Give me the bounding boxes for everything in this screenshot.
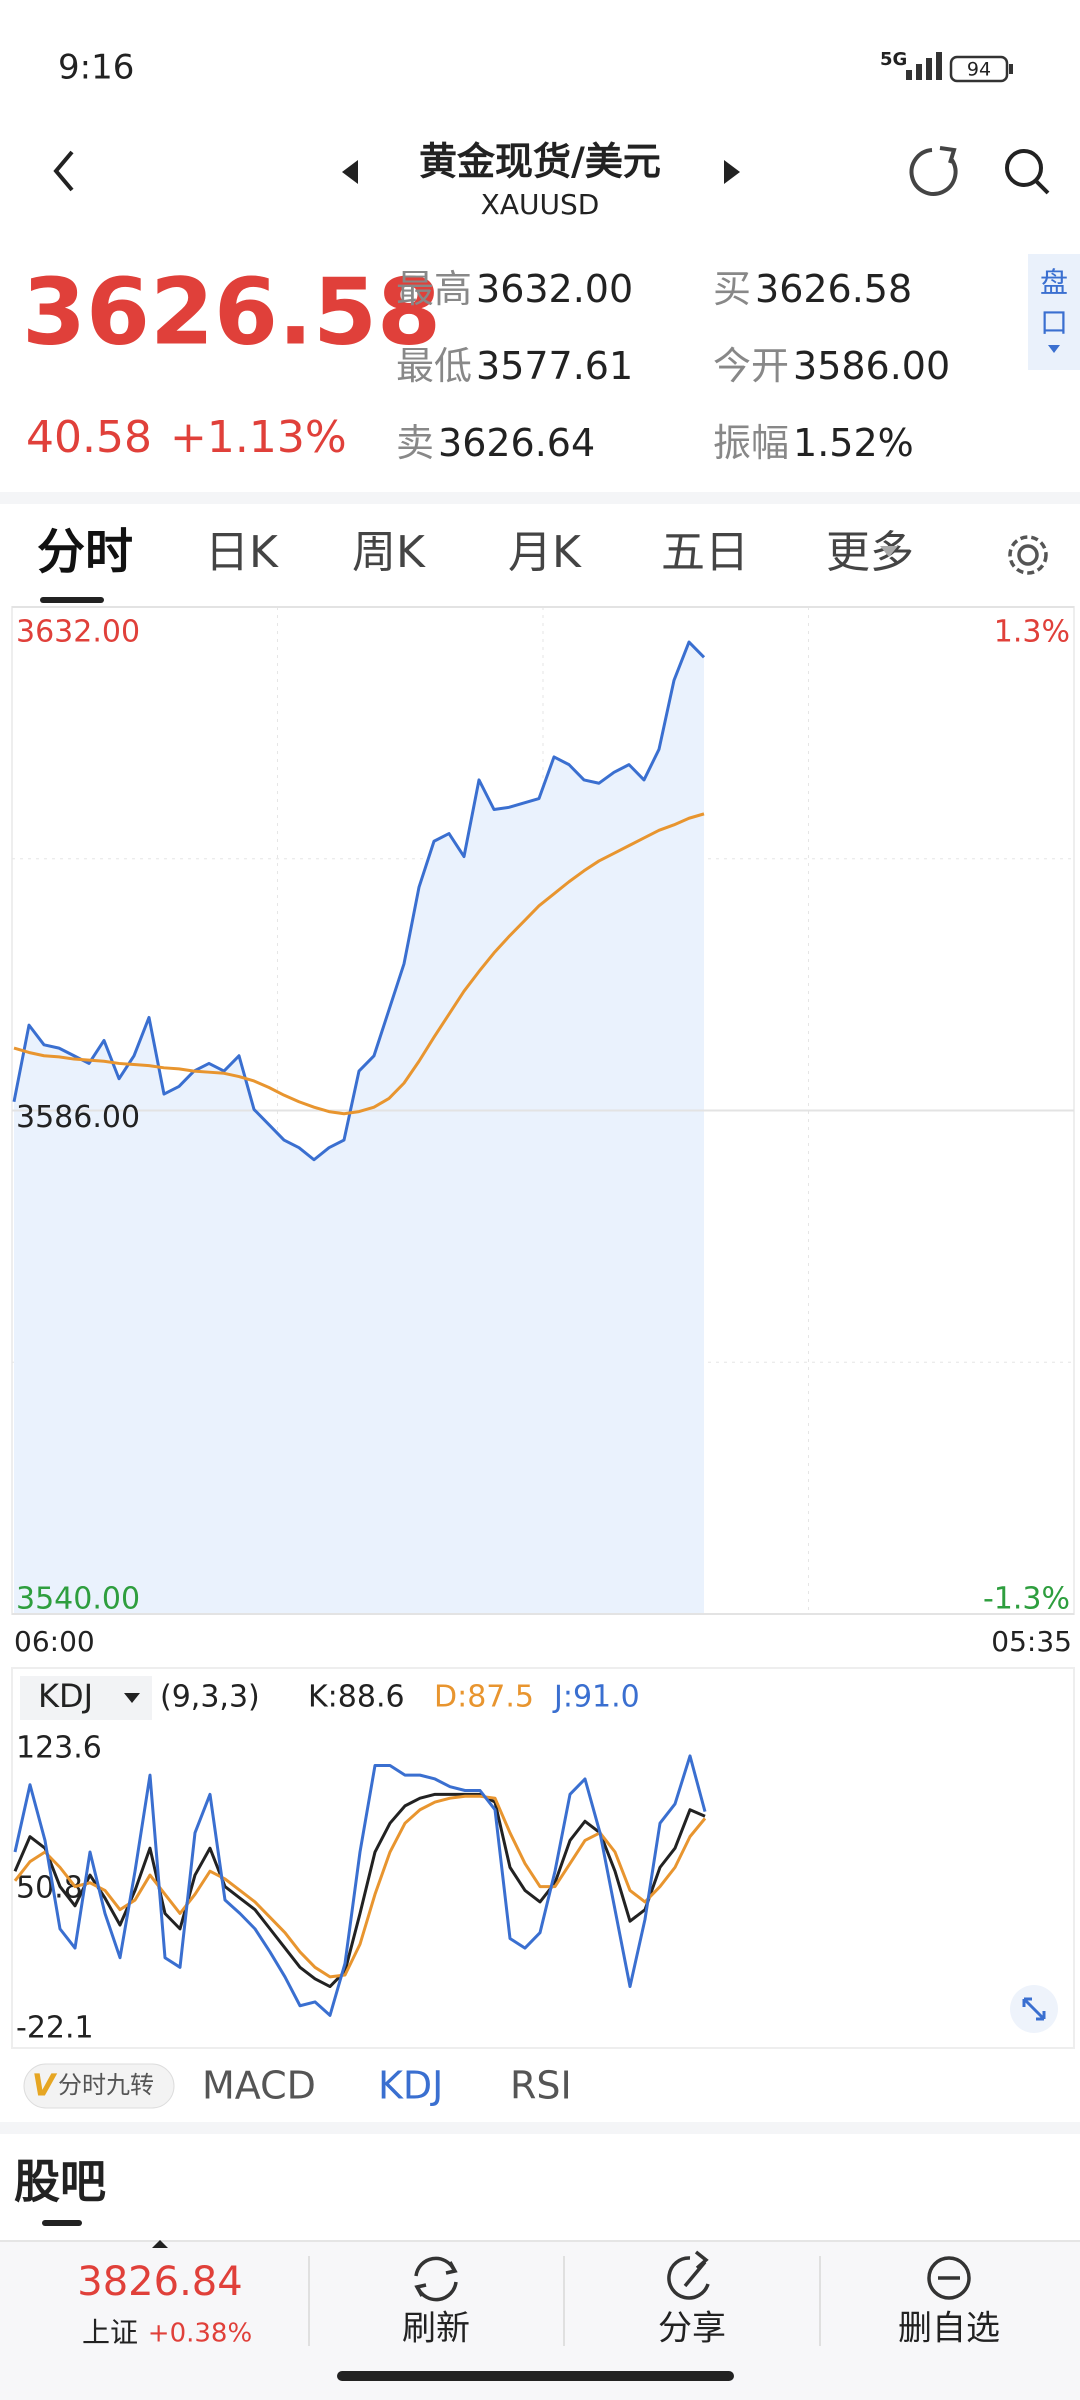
stat-value: 1.52%	[793, 421, 914, 465]
indicator-select[interactable]: KDJ	[38, 1677, 93, 1715]
separator	[0, 492, 1080, 504]
header-subtitle: XAUUSD	[481, 188, 600, 221]
y-tick-label: 3540.00	[16, 1582, 140, 1617]
stat-label: 卖	[396, 421, 434, 465]
refresh-icon[interactable]	[909, 146, 958, 196]
last-price: 3626.58	[22, 258, 441, 365]
index-caret	[152, 2240, 168, 2248]
next-button[interactable]	[724, 160, 740, 184]
tab-indicator	[40, 597, 104, 603]
stat: 卖 3626.64	[396, 421, 595, 465]
y2-tick-label: -1.3%	[983, 1582, 1070, 1617]
expand-icon[interactable]	[1010, 1985, 1058, 2033]
status-network: 5G	[880, 49, 907, 70]
stat-value: 3586.00	[793, 344, 950, 388]
home-indicator	[337, 2371, 734, 2381]
stat: 今开 3586.00	[713, 344, 950, 388]
tab[interactable]: 周K	[352, 527, 426, 578]
nine-turn-logo: V	[32, 2069, 58, 2104]
x-tick-label: 06:00	[14, 1625, 95, 1658]
tab[interactable]: 五日	[661, 527, 749, 578]
stat-label: 今开	[713, 344, 789, 388]
remove-action-icon	[927, 2256, 971, 2300]
legend-entry: D:87.5	[434, 1680, 534, 1715]
legend-entry: K:88.6	[308, 1680, 405, 1715]
index-value[interactable]: 3826.84	[77, 2259, 242, 2305]
price-area	[14, 642, 704, 1614]
tab[interactable]: 分时	[37, 524, 133, 580]
status-time: 9:16	[58, 48, 134, 88]
tab[interactable]: 日K	[205, 527, 279, 578]
stat-label: 最高	[396, 267, 472, 311]
indicator-tab[interactable]: 分时九转	[58, 2071, 154, 2099]
price-change: 40.58	[26, 412, 152, 463]
price-change-pct: +1.13%	[170, 412, 347, 463]
indicator-caret	[124, 1693, 140, 1703]
legend-entry: J:91.0	[552, 1680, 640, 1715]
stat-value: 3632.00	[476, 267, 633, 311]
dividers	[308, 2256, 821, 2346]
stat-label: 振幅	[713, 421, 789, 465]
line-series	[13, 1754, 707, 2017]
tab[interactable]: 更多	[826, 527, 914, 578]
stat: 最高 3632.00	[396, 267, 633, 311]
action-label[interactable]: 删自选	[898, 2309, 1000, 2349]
line-series	[13, 812, 705, 1116]
stat-value: 3626.58	[755, 267, 912, 311]
y2-tick-label: 1.3%	[994, 615, 1070, 650]
y-tick-label: 50.8	[16, 1870, 83, 1905]
tab[interactable]: 月K	[508, 527, 582, 578]
settings-icon[interactable]	[1008, 535, 1048, 575]
action-label[interactable]: 分享	[658, 2309, 726, 2349]
stat: 振幅 1.52%	[713, 421, 914, 465]
share-action-icon	[667, 2250, 710, 2300]
y-tick-label: 123.6	[16, 1731, 102, 1766]
nine-turn-pill[interactable]	[23, 2063, 175, 2109]
separator	[0, 2122, 1080, 2134]
battery-icon	[949, 55, 1009, 83]
stat-label: 买	[713, 267, 751, 311]
y-tick-label: 3632.00	[16, 615, 140, 650]
search-icon[interactable]	[1005, 149, 1050, 195]
side-button[interactable]: 盘口	[1040, 266, 1068, 339]
stat: 最低 3577.61	[396, 344, 633, 388]
section-indicator	[42, 2220, 82, 2226]
indicator-tab[interactable]: RSI	[510, 2064, 572, 2108]
y-tick-label: -22.1	[16, 2011, 94, 2046]
side-button-caret	[1048, 345, 1060, 353]
y-tick-label: 3586.00	[16, 1100, 140, 1135]
kdj-frame	[11, 1667, 1075, 2049]
stat-value: 3626.64	[438, 421, 595, 465]
indicator-tab[interactable]: MACD	[202, 2064, 316, 2108]
battery-level: 94	[967, 59, 991, 81]
back-button[interactable]	[53, 150, 74, 192]
action-label[interactable]: 刷新	[402, 2309, 470, 2349]
stat-label: 最低	[396, 344, 472, 388]
stat: 买 3626.58	[713, 267, 912, 311]
stat-value: 3577.61	[476, 344, 633, 388]
header-title: 黄金现货/美元	[419, 140, 661, 184]
refresh-action-icon	[414, 2256, 458, 2302]
signal-icon	[906, 52, 942, 80]
more-caret	[880, 546, 898, 557]
prev-button[interactable]	[342, 160, 358, 184]
battery-tip	[1009, 64, 1013, 74]
section-title: 股吧	[14, 2155, 106, 2209]
x-tick-label: 05:35	[991, 1625, 1072, 1658]
indicator-params: (9,3,3)	[160, 1680, 260, 1715]
index-change: +0.38%	[148, 2319, 252, 2349]
index-name: 上证	[82, 2316, 138, 2349]
indicator-tab[interactable]: KDJ	[378, 2064, 443, 2108]
